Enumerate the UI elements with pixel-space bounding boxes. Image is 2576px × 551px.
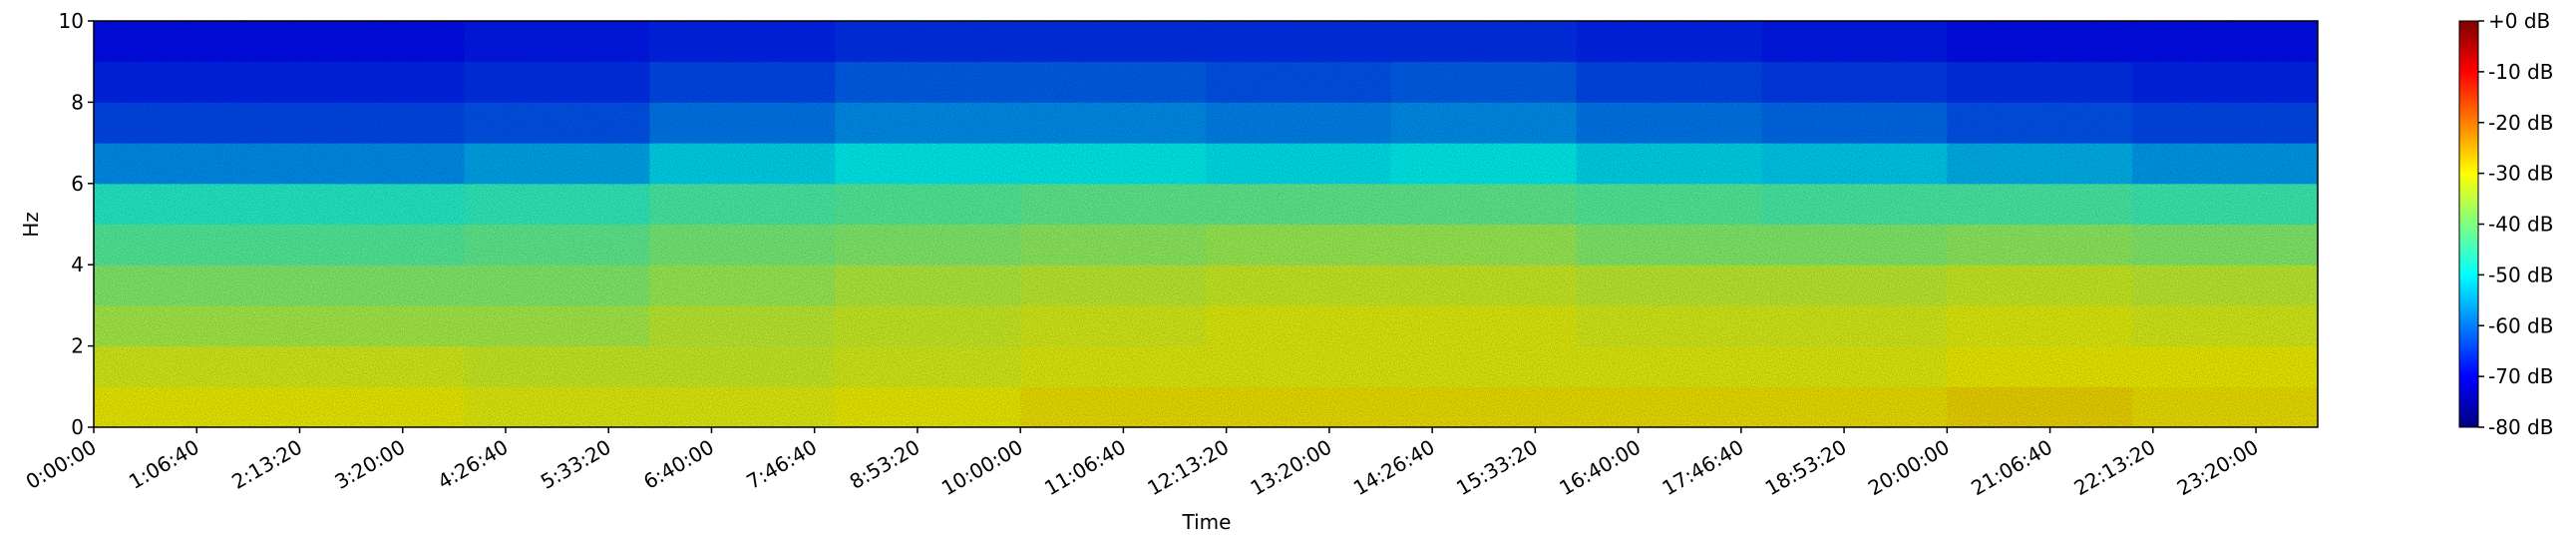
plot-frame [93,20,2319,428]
x-tick-label: 0:00:00 [22,435,101,494]
x-tick-label: 12:13:20 [1143,435,1233,501]
colorbar-tick-label: -10 dB [2488,60,2553,84]
x-tick-label: 13:20:00 [1247,435,1336,501]
colorbar-tick-label: -20 dB [2488,111,2553,135]
x-tick-label: 18:53:20 [1761,435,1851,501]
y-tick-label: 4 [71,253,84,276]
colorbar [2458,20,2479,428]
x-tick-label: 7:46:40 [742,435,821,494]
colorbar-tick-label: -70 dB [2488,364,2553,388]
y-axis-label: Hz [19,212,43,238]
colorbar-tick-label: -30 dB [2488,162,2553,186]
y-tick-label: 6 [71,172,84,196]
colorbar-tick-label: -60 dB [2488,313,2553,337]
colorbar-tick-label: -50 dB [2488,263,2553,286]
x-tick-label: 20:00:00 [1864,435,1954,501]
x-tick-label: 6:40:00 [639,435,718,494]
x-tick-label: 23:20:00 [2173,435,2263,501]
x-tick-label: 11:06:40 [1040,435,1130,501]
x-tick-label: 16:40:00 [1555,435,1645,501]
x-tick-label: 5:33:20 [537,435,615,494]
x-tick-label: 17:46:40 [1658,435,1748,501]
x-tick-label: 10:00:00 [937,435,1027,501]
y-tick-label: 8 [71,90,84,114]
x-tick-label: 8:53:20 [846,435,924,494]
x-tick-label: 21:06:40 [1967,435,2056,501]
colorbar-tick-label: -40 dB [2488,213,2553,237]
y-tick-label: 10 [59,9,84,33]
x-tick-label: 2:13:20 [227,435,306,494]
x-tick-label: 1:06:40 [125,435,203,494]
x-tick-label: 14:26:40 [1349,435,1439,501]
plot-area [94,21,2319,428]
x-tick-label: 15:33:20 [1452,435,1542,501]
colorbar-tick-label: +0 dB [2488,9,2550,33]
y-tick-label: 0 [71,415,84,439]
x-tick-label: 4:26:40 [434,435,513,494]
colorbar-tick-label: -80 dB [2488,415,2553,439]
x-tick-label: 3:20:00 [330,435,409,494]
x-tick-label: 22:13:20 [2070,435,2160,501]
texture [94,21,2318,427]
x-axis-label: Time [1182,510,1232,534]
y-tick-label: 2 [71,334,84,358]
